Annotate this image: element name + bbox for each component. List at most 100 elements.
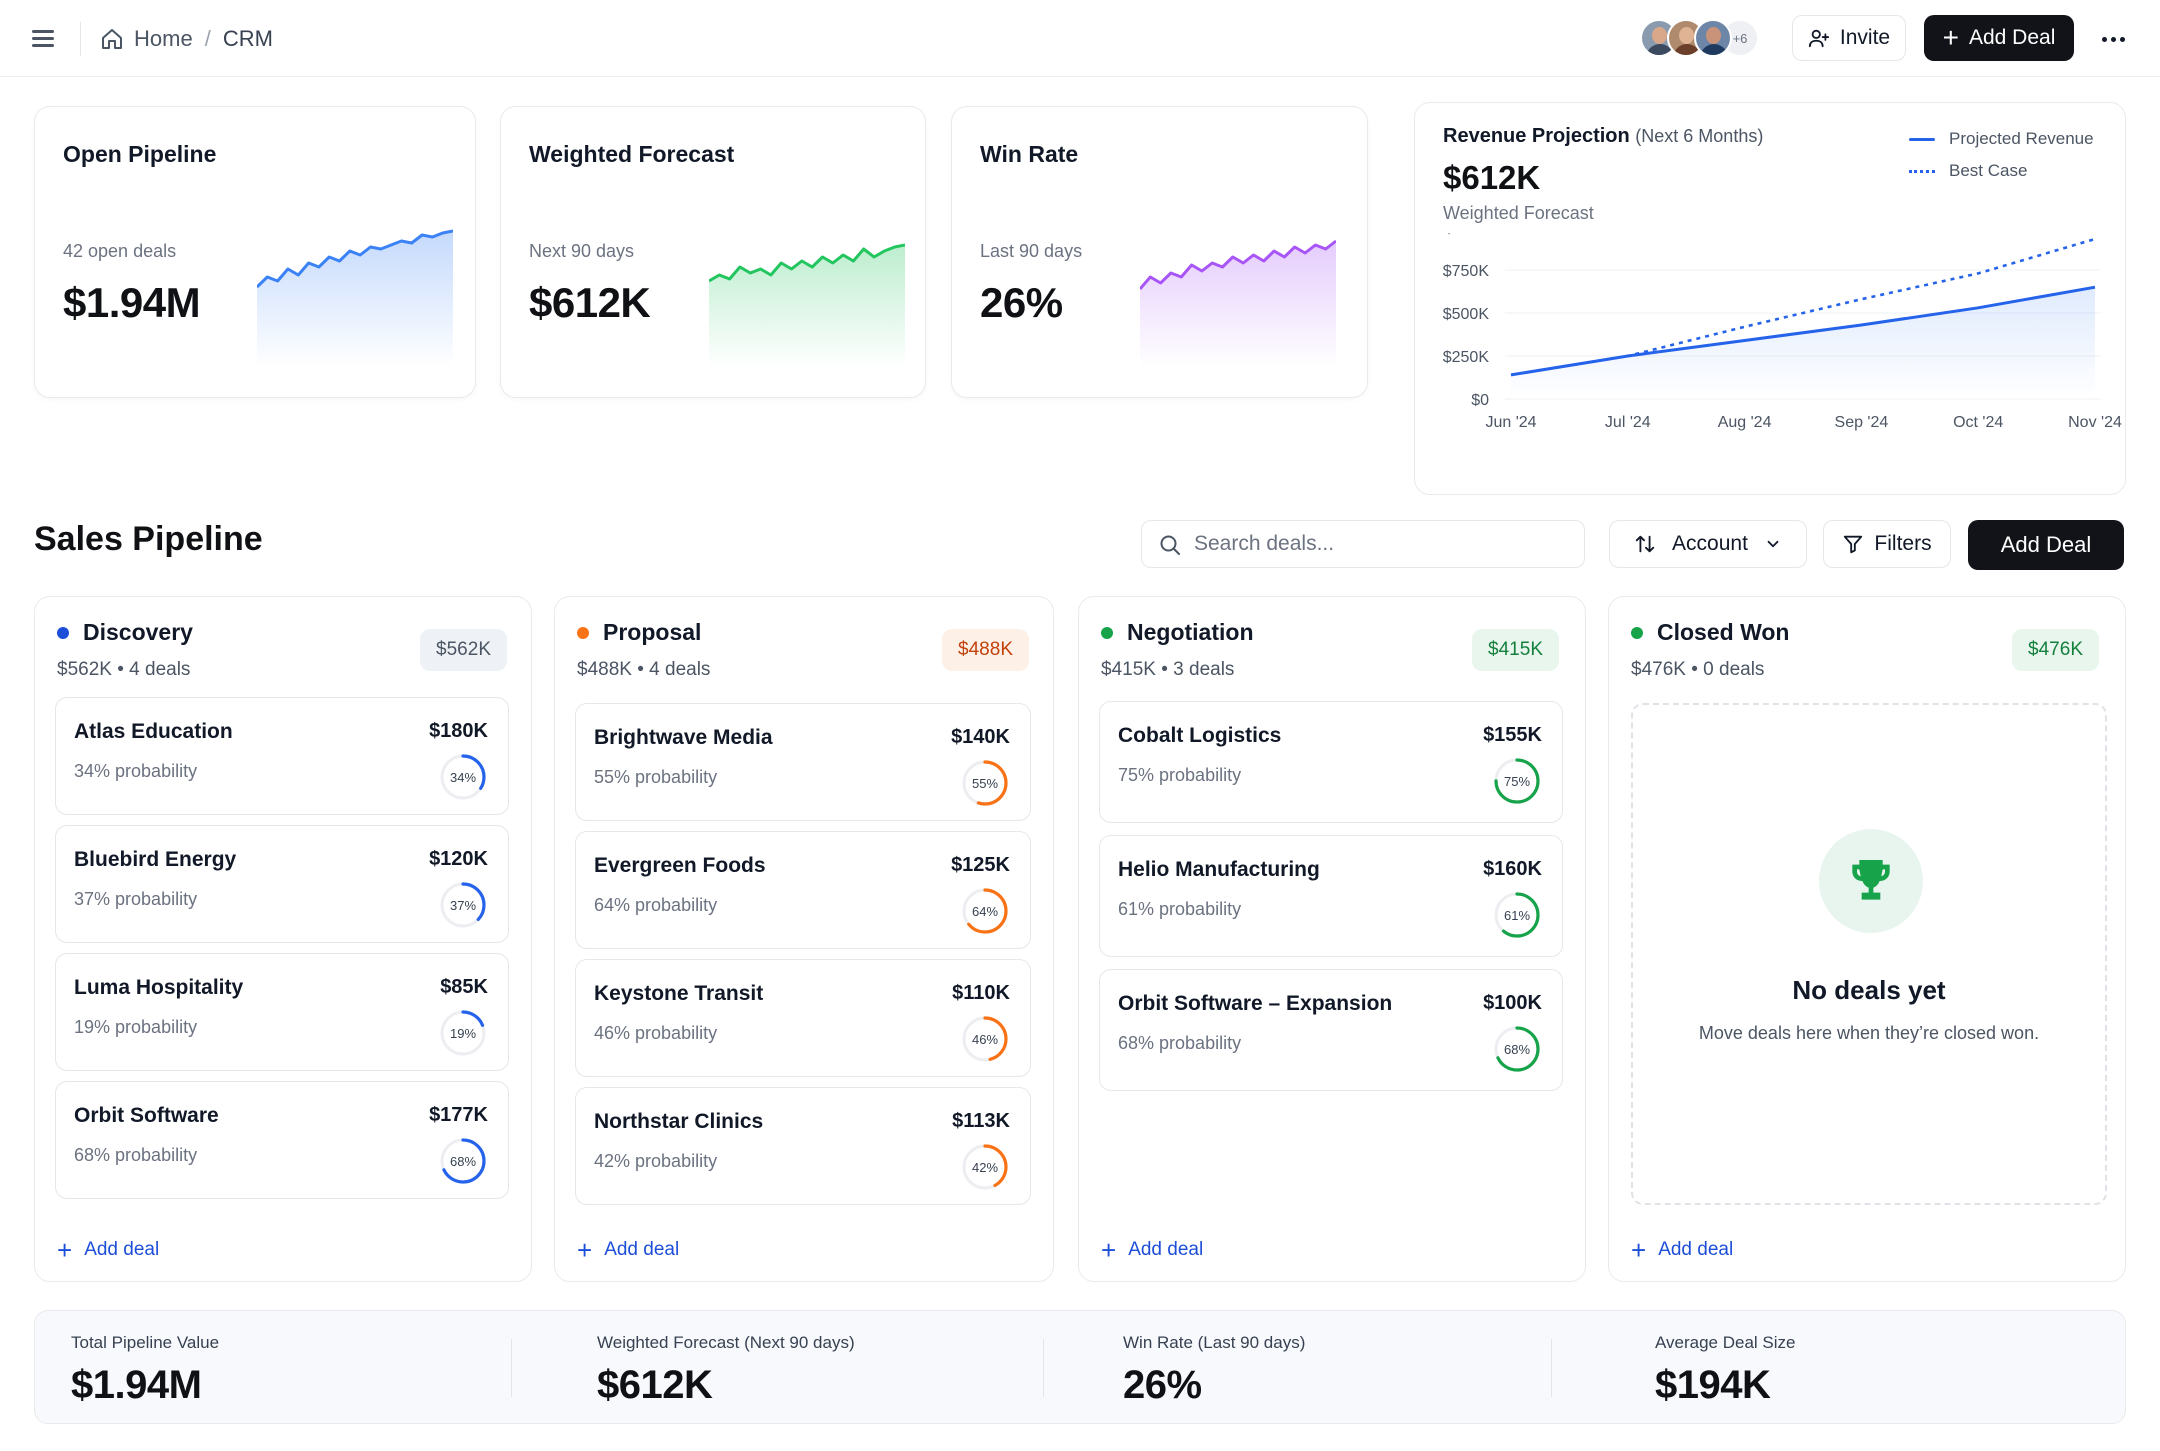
ring-progress — [1494, 758, 1540, 804]
breadcrumb: Home / CRM — [100, 22, 273, 56]
x-tick-label: Nov '24 — [2068, 414, 2122, 431]
invite-button[interactable]: Invite — [1792, 15, 1906, 61]
column-header: Negotiation — [1101, 619, 1254, 646]
ring-percent-label: 34% — [449, 769, 477, 785]
deal-name: Atlas Education — [74, 720, 233, 743]
add-deal-link[interactable]: + Add deal — [577, 1237, 680, 1263]
deal-amount: $177K — [429, 1104, 488, 1126]
deal-probability: 46% probability — [594, 1023, 718, 1043]
column-header: Proposal — [577, 619, 701, 646]
sparkline-area — [1140, 241, 1336, 367]
sort-account-dropdown[interactable]: Account — [1609, 520, 1807, 568]
deal-card[interactable]: Keystone Transit $110K 46% probability 46% — [575, 959, 1031, 1077]
deal-card[interactable]: Atlas Education $180K 34% probability 34% — [55, 697, 509, 815]
kpi-subtitle: 42 open deals — [63, 241, 177, 261]
stat-label: Average Deal Size — [1655, 1333, 1796, 1352]
sparkline-line — [709, 243, 905, 283]
deal-probability: 68% probability — [74, 1145, 198, 1165]
add-deal-link[interactable]: + Add deal — [1631, 1237, 1733, 1263]
data-point — [1975, 305, 1981, 311]
column-total-badge: $488K — [942, 629, 1029, 671]
trophy-badge — [1819, 829, 1923, 933]
x-tick-label: Sep '24 — [1835, 414, 1889, 431]
probability-ring-graphic — [962, 760, 1008, 806]
filters-button[interactable]: Filters — [1823, 520, 1951, 568]
sparkline-area — [257, 231, 453, 367]
deal-card[interactable]: Evergreen Foods $125K 64% probability 64% — [575, 831, 1031, 949]
search-input[interactable] — [1194, 521, 1574, 566]
deal-name: Northstar Clinics — [594, 1110, 764, 1133]
probability-ring-graphic — [1494, 892, 1540, 938]
breadcrumb-current[interactable]: CRM — [222, 26, 273, 51]
ring-progress — [440, 882, 486, 928]
probability-ring: 37% — [438, 880, 488, 930]
add-deal-link[interactable]: + Add deal — [1101, 1235, 1203, 1265]
stat-average-deal-size: Average Deal Size $194K — [1655, 1333, 1796, 1408]
deal-amount: $85K — [440, 976, 488, 998]
data-point — [1742, 324, 1748, 330]
data-point — [2092, 284, 2098, 290]
kpi-card-open-pipeline[interactable]: Open Pipeline 42 open deals $1.94M — [34, 106, 476, 398]
filters-label: Filters — [1874, 532, 1932, 555]
collaborator-avatars[interactable]: +6 — [1640, 18, 1759, 58]
ring-percent-label: 55% — [971, 775, 999, 791]
empty-state-subtitle: Move deals here when they’re closed won. — [1698, 1023, 2040, 1043]
deal-probability: 34% probability — [74, 761, 198, 781]
deal-card[interactable]: Luma Hospitality $85K 19% probability 19% — [55, 953, 509, 1071]
deal-name: Luma Hospitality — [74, 976, 244, 999]
kpi-card-win-rate[interactable]: Win Rate Last 90 days 26% — [951, 106, 1368, 398]
sparkline-line — [257, 229, 453, 289]
ring-progress — [962, 760, 1008, 806]
probability-ring-graphic — [1494, 1026, 1540, 1072]
deal-card[interactable]: Helio Manufacturing $160K 61% probability 6… — [1099, 835, 1563, 957]
data-point — [1975, 270, 1981, 276]
y-tick-label: $500K — [1443, 306, 1490, 323]
breadcrumb-separator: / — [204, 26, 211, 51]
deal-card[interactable]: Brightwave Media $140K 55% probability 55% — [575, 703, 1031, 821]
probability-ring: 64% — [960, 886, 1010, 936]
deal-amount: $113K — [952, 1110, 1010, 1132]
kpi-card-weighted-forecast[interactable]: Weighted Forecast Next 90 days $612K — [500, 106, 926, 398]
stat-total-pipeline: Total Pipeline Value $1.94M — [71, 1333, 219, 1408]
more-options-icon[interactable] — [2098, 24, 2128, 54]
empty-state-dropzone[interactable]: No deals yet Move deals here when they’r… — [1631, 703, 2107, 1205]
probability-ring-graphic — [1494, 758, 1540, 804]
x-tick-label: Aug '24 — [1718, 414, 1772, 431]
ring-progress — [440, 1138, 486, 1184]
deal-probability: 75% probability — [1118, 765, 1242, 785]
deal-name: Evergreen Foods — [594, 854, 766, 877]
deal-probability: 37% probability — [74, 889, 198, 909]
add-deal-link-label: Add deal — [604, 1239, 680, 1260]
hamburger-menu-icon[interactable] — [30, 26, 56, 50]
ring-progress — [440, 1010, 486, 1056]
add-deal-top-button[interactable]: + Add Deal — [1924, 15, 2074, 61]
deal-amount: $180K — [429, 720, 488, 742]
ring-percent-label: 37% — [449, 897, 477, 913]
probability-ring: 68% — [438, 1136, 488, 1186]
ring-progress — [962, 1144, 1008, 1190]
plus-icon: + — [1101, 1235, 1117, 1265]
deal-card[interactable]: Cobalt Logistics $155K 75% probability 75% — [1099, 701, 1563, 823]
probability-ring: 55% — [960, 758, 1010, 808]
deal-name: Keystone Transit — [594, 982, 764, 1005]
deal-card[interactable]: Orbit Software $177K 68% probability 68% — [55, 1081, 509, 1199]
add-deal-link[interactable]: + Add deal — [57, 1237, 159, 1263]
filter-icon — [1844, 535, 1863, 554]
search-box[interactable] — [1141, 520, 1585, 568]
legend-item-projected: Projected Revenue — [1909, 123, 2094, 155]
deal-card[interactable]: Northstar Clinics $113K 42% probability 42% — [575, 1087, 1031, 1205]
section-title: Sales Pipeline — [34, 520, 263, 558]
deal-name: Bluebird Energy — [74, 848, 237, 871]
breadcrumb-home[interactable]: Home — [100, 26, 193, 52]
breadcrumb-home-label: Home — [134, 26, 193, 51]
avatar[interactable] — [1694, 19, 1732, 57]
deal-card[interactable]: Orbit Software – Expansion $100K 68% proba… — [1099, 969, 1563, 1091]
stat-value: $1.94M — [71, 1363, 202, 1407]
kpi-subtitle: Last 90 days — [980, 241, 1083, 261]
add-deal-button[interactable]: Add Deal — [1968, 520, 2124, 570]
column-header: Closed Won — [1631, 619, 1789, 646]
y-tick-label: $1.0M — [1445, 233, 1489, 237]
deal-card[interactable]: Bluebird Energy $120K 37% probability 37% — [55, 825, 509, 943]
stat-value: 26% — [1123, 1363, 1202, 1407]
divider — [1043, 1339, 1044, 1397]
